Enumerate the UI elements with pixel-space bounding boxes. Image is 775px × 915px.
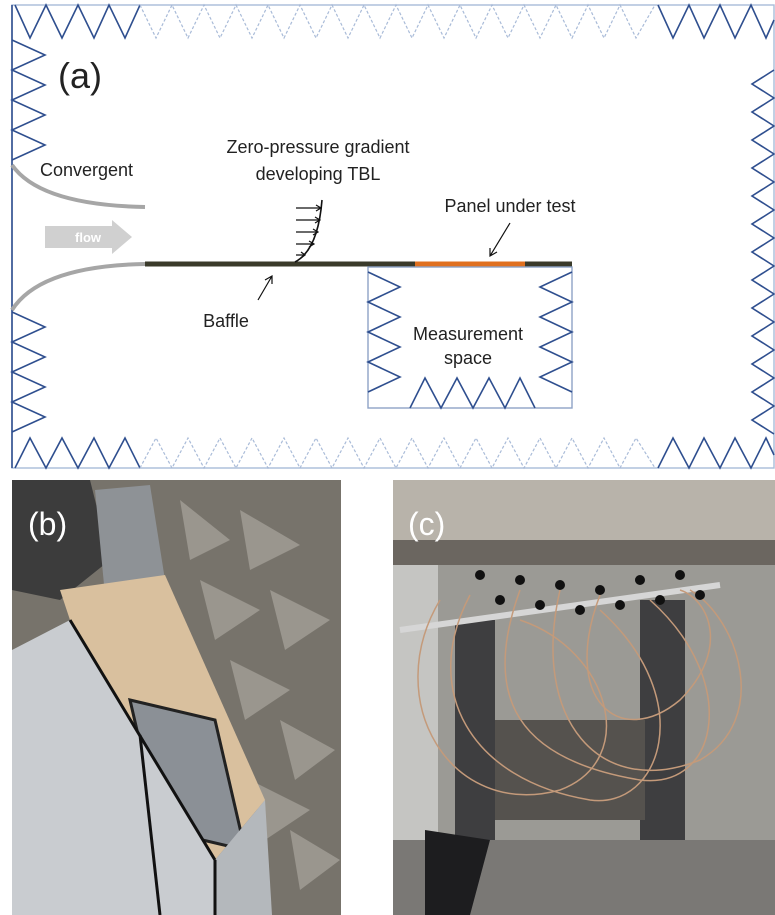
pointer bbox=[257, 274, 273, 301]
label: Panel under test bbox=[444, 196, 575, 216]
wedges bbox=[10, 311, 47, 433]
wedges bbox=[10, 39, 47, 161]
panel-label: (c) bbox=[408, 506, 445, 542]
panel-label: (a) bbox=[58, 55, 102, 96]
photo-b bbox=[12, 480, 341, 915]
label: Baffle bbox=[203, 311, 249, 331]
wedges bbox=[657, 3, 775, 40]
panel-label: (b) bbox=[28, 506, 67, 542]
convergent-wall bbox=[10, 262, 146, 312]
velocity-arrows bbox=[296, 204, 323, 259]
wedges bbox=[538, 271, 574, 393]
wedges bbox=[366, 271, 402, 393]
wedges bbox=[750, 69, 775, 435]
wedges bbox=[14, 3, 141, 40]
wedges bbox=[139, 436, 656, 470]
wedges bbox=[14, 436, 141, 470]
photo-c bbox=[393, 480, 775, 915]
wedges bbox=[409, 376, 536, 410]
flow-label: flow bbox=[75, 230, 102, 245]
flow-arrow bbox=[45, 220, 132, 254]
wedges bbox=[657, 436, 775, 470]
wedges bbox=[139, 3, 656, 40]
pointer bbox=[489, 222, 511, 258]
tbl-profile bbox=[294, 199, 323, 263]
label: space bbox=[444, 348, 492, 368]
label: developing TBL bbox=[256, 164, 381, 184]
label: Zero-pressure gradient bbox=[226, 137, 409, 157]
convergent-wall bbox=[10, 163, 146, 209]
label: Measurement bbox=[413, 324, 523, 344]
measurement-box bbox=[367, 266, 573, 409]
label: Convergent bbox=[40, 160, 133, 180]
